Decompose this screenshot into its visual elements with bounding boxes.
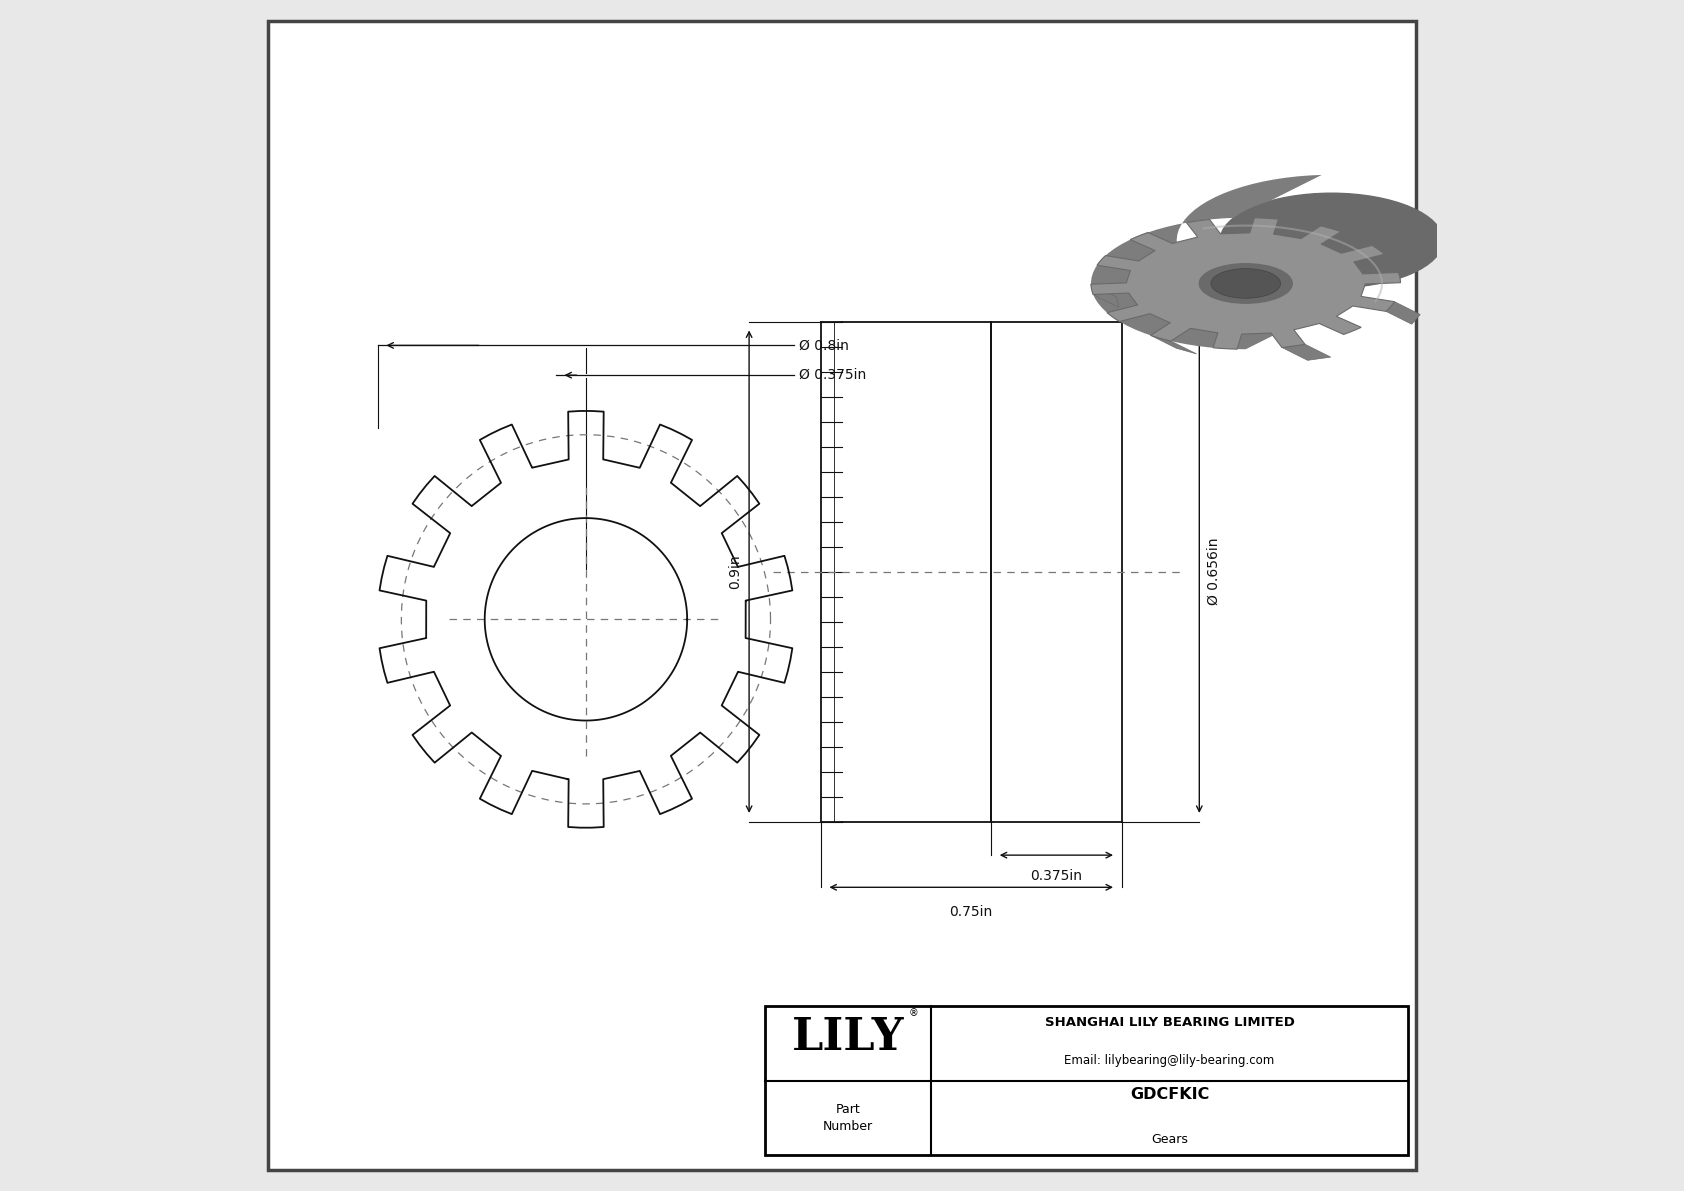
- Ellipse shape: [1199, 263, 1292, 304]
- Text: Part
Number: Part Number: [823, 1103, 872, 1133]
- Polygon shape: [1386, 301, 1420, 324]
- Text: LILY: LILY: [791, 1016, 904, 1059]
- Text: Ø 0.8in: Ø 0.8in: [798, 338, 849, 353]
- Bar: [765, 1006, 1408, 1155]
- Text: ®: ®: [909, 1008, 918, 1017]
- Text: SHANGHAI LILY BEARING LIMITED: SHANGHAI LILY BEARING LIMITED: [1044, 1016, 1295, 1029]
- Polygon shape: [1165, 193, 1332, 318]
- Ellipse shape: [1211, 269, 1280, 298]
- Text: 0.375in: 0.375in: [1031, 869, 1083, 884]
- Ellipse shape: [1219, 193, 1443, 288]
- Text: 0.75in: 0.75in: [950, 905, 994, 919]
- Polygon shape: [1150, 336, 1197, 354]
- Polygon shape: [1091, 175, 1332, 349]
- Polygon shape: [1091, 218, 1401, 349]
- Text: GDCFKIC: GDCFKIC: [1130, 1086, 1209, 1102]
- Text: Email: lilybearing@lily-bearing.com: Email: lilybearing@lily-bearing.com: [1064, 1054, 1275, 1067]
- Polygon shape: [1091, 285, 1118, 307]
- Text: Ø 0.656in: Ø 0.656in: [1207, 538, 1221, 605]
- Polygon shape: [1282, 344, 1330, 361]
- Text: Ø 0.375in: Ø 0.375in: [798, 368, 866, 382]
- Text: Gears: Gears: [1152, 1133, 1187, 1146]
- Text: 0.9in: 0.9in: [727, 554, 743, 590]
